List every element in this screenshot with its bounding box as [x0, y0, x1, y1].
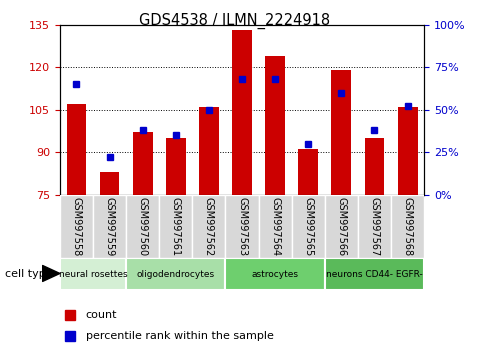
Text: GDS4538 / ILMN_2224918: GDS4538 / ILMN_2224918	[139, 12, 330, 29]
Bar	[126, 195, 159, 258]
Bar	[398, 107, 418, 195]
Bar	[60, 258, 126, 290]
Bar	[325, 258, 424, 290]
Text: GSM997565: GSM997565	[303, 196, 313, 256]
Polygon shape	[42, 266, 60, 281]
Bar	[60, 195, 93, 258]
Bar	[232, 30, 252, 195]
Bar	[292, 195, 325, 258]
Text: oligodendrocytes: oligodendrocytes	[137, 270, 215, 279]
Text: GSM997567: GSM997567	[369, 196, 379, 256]
Bar	[391, 195, 424, 258]
Bar	[93, 195, 126, 258]
Text: GSM997561: GSM997561	[171, 196, 181, 256]
Text: GSM997566: GSM997566	[336, 196, 346, 256]
Bar	[166, 138, 186, 195]
Bar	[126, 258, 226, 290]
Text: GSM997568: GSM997568	[403, 196, 413, 256]
Text: count: count	[86, 310, 117, 320]
Text: cell type: cell type	[5, 269, 52, 279]
Text: percentile rank within the sample: percentile rank within the sample	[86, 331, 274, 341]
Bar	[159, 195, 192, 258]
Text: GSM997562: GSM997562	[204, 196, 214, 256]
Bar	[226, 195, 258, 258]
Bar	[258, 195, 292, 258]
Bar	[365, 138, 384, 195]
Bar	[331, 70, 351, 195]
Bar	[265, 56, 285, 195]
Bar	[226, 258, 325, 290]
Text: neural rosettes: neural rosettes	[59, 270, 127, 279]
Text: GSM997560: GSM997560	[138, 196, 148, 256]
Bar	[192, 195, 226, 258]
Bar	[358, 195, 391, 258]
Text: GSM997564: GSM997564	[270, 196, 280, 256]
Text: astrocytes: astrocytes	[251, 270, 298, 279]
Text: GSM997558: GSM997558	[71, 196, 81, 256]
Text: GSM997563: GSM997563	[237, 196, 247, 256]
Bar	[100, 172, 119, 195]
Bar	[66, 104, 86, 195]
Bar	[199, 107, 219, 195]
Text: GSM997559: GSM997559	[105, 196, 115, 256]
Bar	[325, 195, 358, 258]
Bar	[298, 149, 318, 195]
Text: neurons CD44- EGFR-: neurons CD44- EGFR-	[326, 270, 423, 279]
Bar	[133, 132, 153, 195]
